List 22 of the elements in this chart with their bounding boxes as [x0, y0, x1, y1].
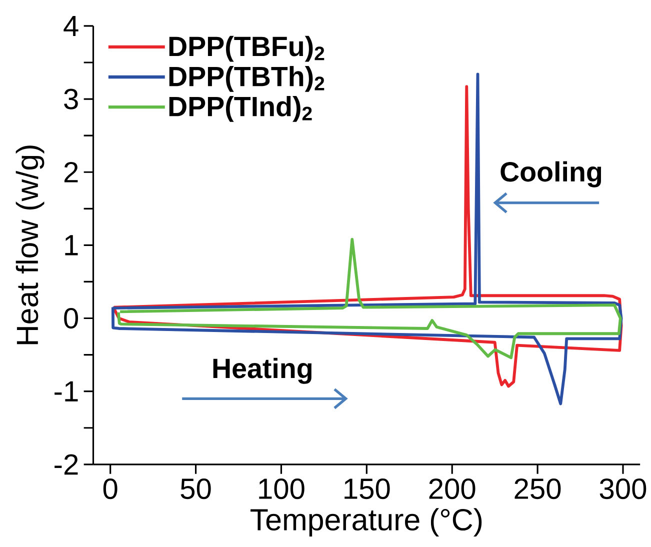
x-axis-title: Temperature (°C)	[250, 508, 482, 537]
y-tick-label: 2	[64, 162, 78, 182]
legend-label: DPP(TBFu)$_{2}$	[169, 36, 324, 62]
x-tick-label: 250	[514, 478, 561, 500]
line-series	[116, 238, 622, 360]
x-tick-label: 200	[429, 478, 476, 500]
y-axis-title: Heat flow (w/g)	[16, 146, 44, 344]
x-tick-label: 300	[600, 478, 646, 500]
y-tick-label: -2	[54, 454, 78, 475]
y-tick-label: 0	[64, 308, 78, 329]
y-tick-label: -1	[54, 381, 78, 402]
annotation: Heating	[213, 358, 312, 384]
legend-label: DPP(TInd)$_{2}$	[169, 96, 312, 122]
annotation: Cooling	[500, 161, 602, 188]
x-tick-label: 50	[180, 478, 211, 500]
y-tick-label: 3	[64, 88, 78, 110]
legend-label: DPP(TBTh)$_{2}$	[169, 66, 324, 92]
y-tick-label: 4	[64, 16, 78, 36]
x-tick-label: 150	[344, 478, 390, 500]
y-tick-label: 1	[65, 235, 78, 256]
x-tick-label: 0	[103, 478, 118, 500]
x-tick-label: 100	[259, 478, 304, 500]
